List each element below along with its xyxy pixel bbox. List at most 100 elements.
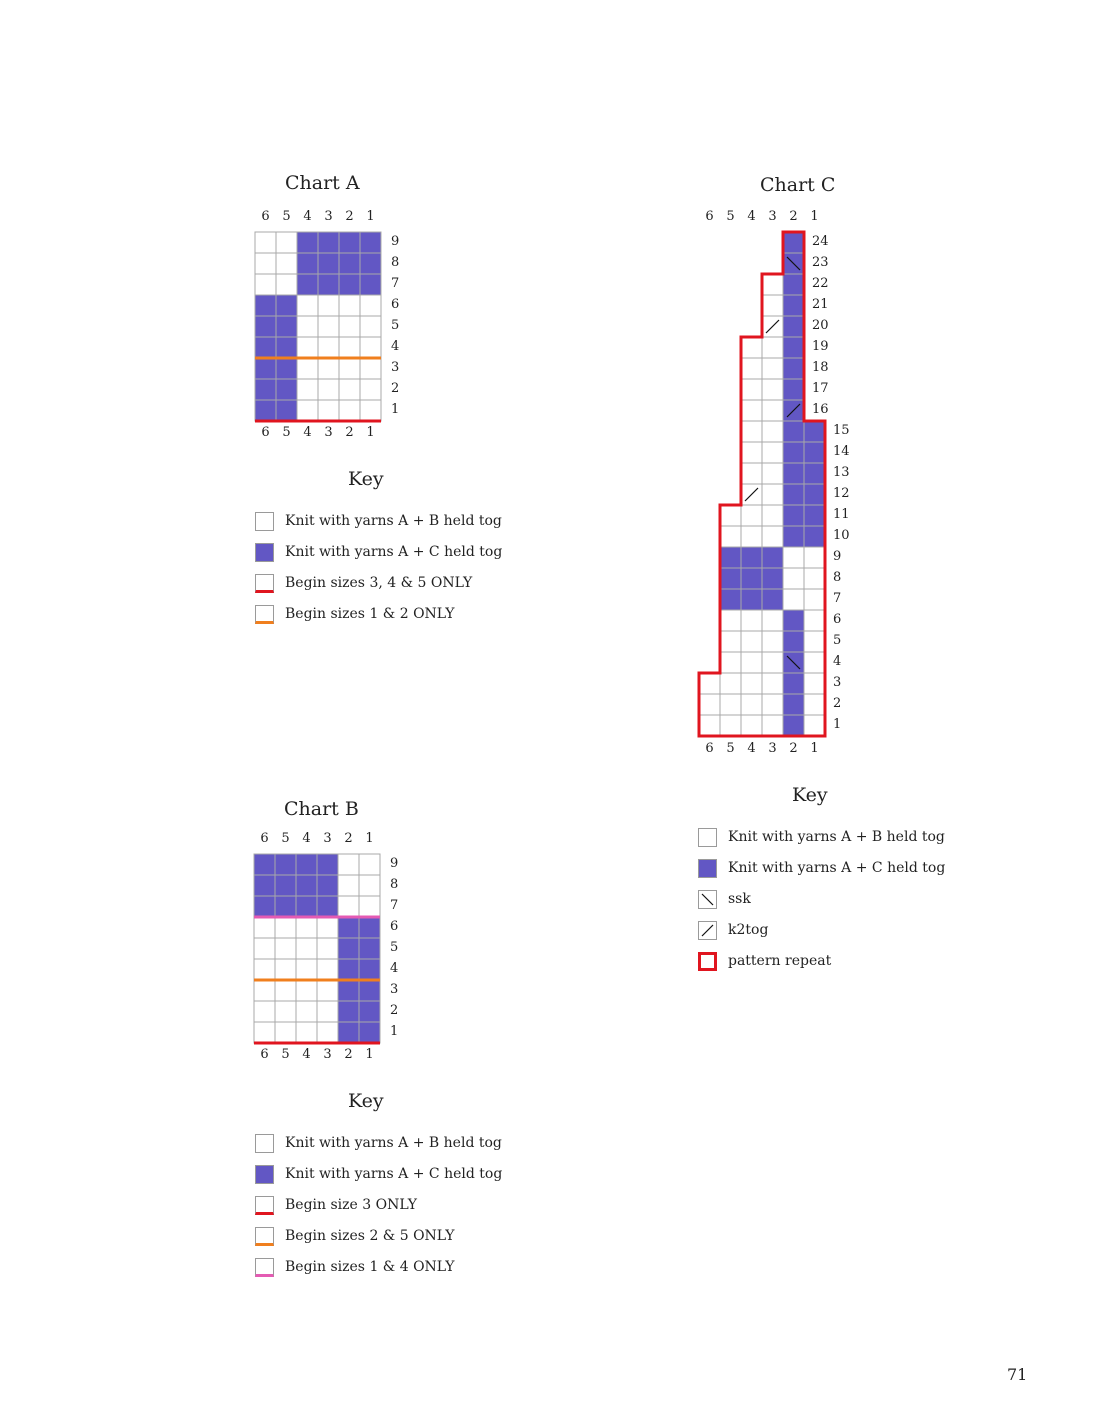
chart-c-cell xyxy=(761,693,784,716)
chart-a-cell xyxy=(254,252,277,275)
col-number: 2 xyxy=(789,741,798,756)
chart-b-cell xyxy=(295,874,318,897)
chart-b-cell xyxy=(253,1021,276,1044)
chart-c-key: Knit with yarns A + B held tog Knit with… xyxy=(698,822,945,977)
chart-a-cell xyxy=(359,294,382,317)
orange-line-swatch-icon xyxy=(255,1227,274,1246)
chart-c-cell xyxy=(740,693,763,716)
chart-a-cell xyxy=(317,336,340,359)
chart-c-cell xyxy=(761,714,784,737)
key-label: Knit with yarns A + B held tog xyxy=(285,513,502,529)
chart-c-cell xyxy=(803,693,826,716)
chart-c-key-title: Key xyxy=(792,784,828,806)
key-label: Knit with yarns A + B held tog xyxy=(285,1135,502,1151)
chart-b-cell xyxy=(337,1000,360,1023)
chart-c-cell xyxy=(740,441,763,464)
row-number: 1 xyxy=(390,1024,399,1039)
chart-c-cell xyxy=(782,672,805,695)
chart-a-cell xyxy=(338,399,361,422)
chart-a-cell xyxy=(254,378,277,401)
chart-a-cell xyxy=(296,273,319,296)
chart-c-cell xyxy=(719,672,742,695)
chart-c-cell xyxy=(803,567,826,590)
col-number: 2 xyxy=(789,209,798,224)
chart-a-cell xyxy=(317,294,340,317)
key-label: Begin sizes 2 & 5 ONLY xyxy=(285,1228,455,1244)
chart-b-cell xyxy=(295,937,318,960)
chart-c-cell xyxy=(719,546,742,569)
chart-a-cell xyxy=(338,252,361,275)
chart-b-cell xyxy=(253,937,276,960)
col-number: 3 xyxy=(323,831,332,846)
chart-a-cell xyxy=(317,378,340,401)
col-number: 2 xyxy=(345,425,354,440)
chart-c-cell xyxy=(761,441,784,464)
chart-c-cell xyxy=(761,294,784,317)
chart-c-cell xyxy=(719,714,742,737)
chart-b-cell xyxy=(337,916,360,939)
chart-c-cell xyxy=(719,609,742,632)
chart-c-cell xyxy=(761,357,784,380)
chart-c-cell xyxy=(782,546,805,569)
chart-b-cell xyxy=(295,853,318,876)
chart-c-cell xyxy=(761,462,784,485)
chart-c-cell xyxy=(782,420,805,443)
chart-a-cell xyxy=(275,231,298,254)
chart-c-cell xyxy=(782,294,805,317)
chart-c-cell xyxy=(740,357,763,380)
chart-a-cell xyxy=(296,336,319,359)
row-number: 9 xyxy=(390,856,399,871)
chart-c-cell xyxy=(719,525,742,548)
col-number: 3 xyxy=(324,425,333,440)
chart-a-cell xyxy=(275,252,298,275)
row-number: 5 xyxy=(833,633,842,648)
chart-a-row-numbers: 9 8 7 6 5 4 3 2 1 xyxy=(391,231,399,420)
chart-a-cell xyxy=(338,378,361,401)
key-item: Knit with yarns A + B held tog xyxy=(255,1128,502,1159)
row-number: 6 xyxy=(390,919,399,934)
key-label: Begin sizes 3, 4 & 5 ONLY xyxy=(285,575,473,591)
chart-a-cell xyxy=(359,378,382,401)
chart-c-cell xyxy=(803,630,826,653)
row-number: 14 xyxy=(833,444,850,459)
chart-c-cell xyxy=(719,588,742,611)
white-swatch-icon xyxy=(255,512,274,531)
key-item: Knit with yarns A + B held tog xyxy=(255,506,502,537)
col-number: 1 xyxy=(810,209,819,224)
chart-c-cell xyxy=(761,483,784,506)
ssk-icon xyxy=(786,655,801,670)
chart-c-cell xyxy=(803,609,826,632)
chart-c-cell xyxy=(782,231,805,254)
chart-c-cell xyxy=(803,462,826,485)
row-number: 13 xyxy=(833,465,850,480)
chart-c-cell xyxy=(803,525,826,548)
key-label: Begin sizes 1 & 2 ONLY xyxy=(285,606,455,622)
chart-c-cell xyxy=(719,693,742,716)
col-number: 6 xyxy=(260,831,269,846)
chart-c-cell xyxy=(719,567,742,590)
key-item: k2tog xyxy=(698,915,945,946)
chart-b-cell xyxy=(358,916,381,939)
key-item: Knit with yarns A + C held tog xyxy=(255,1159,502,1190)
col-number: 4 xyxy=(747,741,756,756)
chart-a-cell xyxy=(338,336,361,359)
row-number: 12 xyxy=(833,486,850,501)
chart-c-cell xyxy=(761,567,784,590)
chart-a-cell xyxy=(359,315,382,338)
chart-b-cell xyxy=(274,895,297,918)
purple-swatch-icon xyxy=(255,543,274,562)
chart-b-cell xyxy=(316,916,339,939)
chart-b-cell xyxy=(295,1021,318,1044)
k2tog-icon xyxy=(786,403,801,418)
chart-c-row-numbers-lower: 15 14 13 12 11 10 9 8 7 6 5 4 3 2 1 xyxy=(833,420,850,735)
chart-a-cell xyxy=(254,315,277,338)
chart-b-cell xyxy=(337,1021,360,1044)
chart-c-cell xyxy=(761,588,784,611)
chart-c-cell xyxy=(782,693,805,716)
row-number: 4 xyxy=(391,339,400,354)
chart-b-cell xyxy=(316,958,339,981)
row-number: 9 xyxy=(833,549,842,564)
chart-a-cell xyxy=(254,399,277,422)
key-label: Knit with yarns A + C held tog xyxy=(728,860,946,876)
chart-a-key: Knit with yarns A + B held tog Knit with… xyxy=(255,506,502,630)
